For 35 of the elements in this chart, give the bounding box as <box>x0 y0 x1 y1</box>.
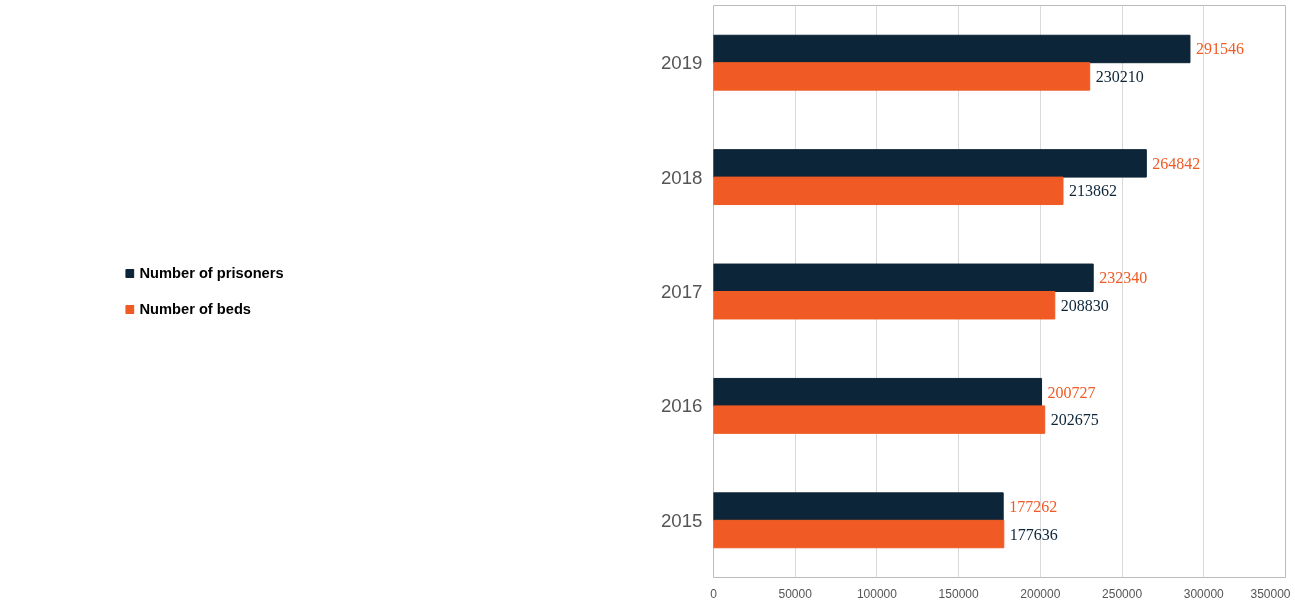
y-tick-label: 2019 <box>661 52 703 74</box>
bar <box>713 176 1064 206</box>
data-label: 177636 <box>1009 525 1058 543</box>
data-label: 208830 <box>1060 296 1109 314</box>
data-label: 264842 <box>1152 154 1201 172</box>
bar <box>713 263 1094 292</box>
x-tick-label: 250000 <box>1102 586 1143 601</box>
data-label: 232340 <box>1099 269 1148 287</box>
x-tick-label: 300000 <box>1183 586 1225 601</box>
y-tick-label: 2018 <box>661 166 703 188</box>
x-tick-label: 150000 <box>938 586 979 601</box>
bar <box>713 62 1091 91</box>
data-label: 200727 <box>1047 383 1096 401</box>
bar <box>713 492 1004 521</box>
x-tick-label: 50000 <box>778 586 813 601</box>
bar <box>713 149 1147 178</box>
x-tick-label: 200000 <box>1020 586 1061 601</box>
data-label: 230210 <box>1095 67 1144 85</box>
data-label: 291546 <box>1195 40 1244 58</box>
x-tick-label: 350000 <box>1250 586 1291 601</box>
data-label: 213862 <box>1069 182 1118 200</box>
legend-label: Number of beds <box>139 301 252 317</box>
y-tick-label: 2017 <box>661 281 703 302</box>
data-label: 177262 <box>1009 498 1058 516</box>
bar <box>713 405 1046 434</box>
bar <box>713 291 1056 320</box>
data-label: 202675 <box>1050 411 1099 429</box>
y-tick-label: 2015 <box>661 509 703 531</box>
bar <box>713 377 1043 407</box>
y-tick-label: 2016 <box>661 395 703 417</box>
bar <box>713 519 1005 549</box>
x-tick-label: 100000 <box>856 586 898 601</box>
bar <box>713 34 1191 64</box>
x-tick-label: 0 <box>710 586 718 601</box>
legend-label: Number of prisoners <box>139 265 284 281</box>
